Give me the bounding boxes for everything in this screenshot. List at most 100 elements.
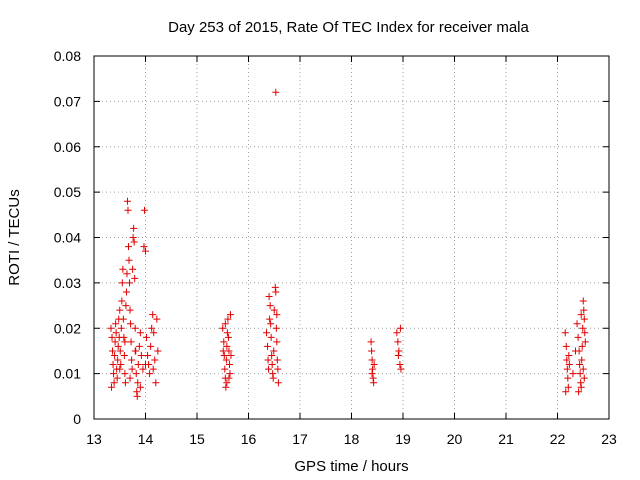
- data-point: [142, 361, 149, 369]
- data-point: [580, 315, 588, 323]
- data-point: [114, 342, 122, 350]
- data-point: [121, 370, 129, 378]
- data-point: [367, 338, 375, 346]
- data-point: [267, 320, 275, 328]
- data-point: [220, 351, 228, 359]
- data-point: [126, 306, 134, 314]
- data-point: [579, 297, 587, 305]
- data-point: [117, 361, 125, 369]
- y-tick-label: 0.05: [54, 184, 81, 200]
- data-point: [222, 356, 230, 364]
- data-point: [118, 297, 126, 305]
- axis-ticks: 13 14 15 16 17 18 19 20 21 22 23 0 0.01 0.02 0.03 0.04 0…: [54, 48, 617, 447]
- data-point: [563, 365, 571, 373]
- data-point: [124, 206, 132, 214]
- data-point: [112, 329, 120, 337]
- data-point: [133, 388, 141, 396]
- grid-lines: [94, 56, 609, 419]
- data-point: [225, 374, 233, 382]
- data-point: [225, 361, 233, 369]
- data-point: [142, 247, 149, 255]
- x-tick-label: 18: [344, 431, 360, 447]
- data-point: [134, 379, 142, 387]
- data-point: [109, 347, 117, 355]
- data-point: [134, 361, 142, 369]
- data-point: [128, 365, 136, 373]
- data-point: [223, 379, 231, 387]
- x-tick-label: 17: [292, 431, 308, 447]
- data-point: [111, 338, 119, 346]
- data-point: [562, 388, 570, 396]
- data-point: [273, 338, 281, 346]
- y-tick-label: 0.06: [54, 139, 81, 155]
- x-tick-label: 23: [601, 431, 617, 447]
- data-point: [125, 243, 133, 251]
- data-point: [139, 365, 147, 373]
- y-tick-label: 0.03: [54, 275, 81, 291]
- data-point: [126, 374, 134, 382]
- data-points: [107, 88, 589, 400]
- data-point: [265, 365, 273, 373]
- data-point: [108, 383, 116, 391]
- data-point: [133, 392, 141, 400]
- data-point: [219, 347, 227, 355]
- data-point: [369, 374, 377, 382]
- data-point: [561, 329, 569, 337]
- data-point: [266, 302, 274, 310]
- data-point: [396, 361, 404, 369]
- data-point: [581, 329, 589, 337]
- data-point: [575, 347, 583, 355]
- data-point: [577, 383, 585, 391]
- data-point: [149, 311, 157, 319]
- data-point: [144, 351, 152, 359]
- data-point: [131, 324, 139, 332]
- data-point: [121, 338, 129, 346]
- data-point: [564, 383, 572, 391]
- data-point: [268, 351, 276, 359]
- data-point: [224, 315, 232, 323]
- data-point: [580, 306, 588, 314]
- data-point: [397, 365, 405, 373]
- data-point: [267, 333, 275, 341]
- data-point: [274, 365, 282, 373]
- data-point: [118, 279, 126, 287]
- data-point: [226, 311, 234, 319]
- data-point: [576, 370, 584, 378]
- x-tick-label: 22: [550, 431, 566, 447]
- data-point: [368, 370, 376, 378]
- data-point: [150, 329, 158, 337]
- data-point: [111, 351, 119, 359]
- data-point: [223, 342, 231, 350]
- data-point: [272, 324, 280, 332]
- data-point: [140, 243, 148, 251]
- data-point: [226, 370, 234, 378]
- data-point: [151, 356, 159, 364]
- x-tick-label: 16: [241, 431, 257, 447]
- data-point: [562, 342, 570, 350]
- data-point: [569, 370, 577, 378]
- data-point: [273, 311, 281, 319]
- data-point: [269, 370, 277, 378]
- data-point: [129, 265, 137, 273]
- data-point: [264, 342, 272, 350]
- data-point: [120, 333, 128, 341]
- data-point: [394, 351, 402, 359]
- data-point: [136, 329, 144, 337]
- x-tick-label: 15: [189, 431, 205, 447]
- data-point: [123, 270, 131, 278]
- y-tick-label: 0.02: [54, 320, 81, 336]
- x-tick-label: 21: [498, 431, 514, 447]
- data-point: [263, 329, 271, 337]
- data-point: [143, 333, 151, 341]
- data-point: [129, 234, 137, 241]
- data-point: [153, 315, 161, 323]
- y-tick-label: 0.01: [54, 366, 81, 382]
- data-point: [266, 315, 274, 323]
- data-point: [578, 356, 586, 364]
- data-point: [394, 338, 402, 346]
- data-point: [368, 347, 376, 355]
- data-point: [269, 374, 277, 382]
- x-axis-label: GPS time / hours: [294, 458, 408, 475]
